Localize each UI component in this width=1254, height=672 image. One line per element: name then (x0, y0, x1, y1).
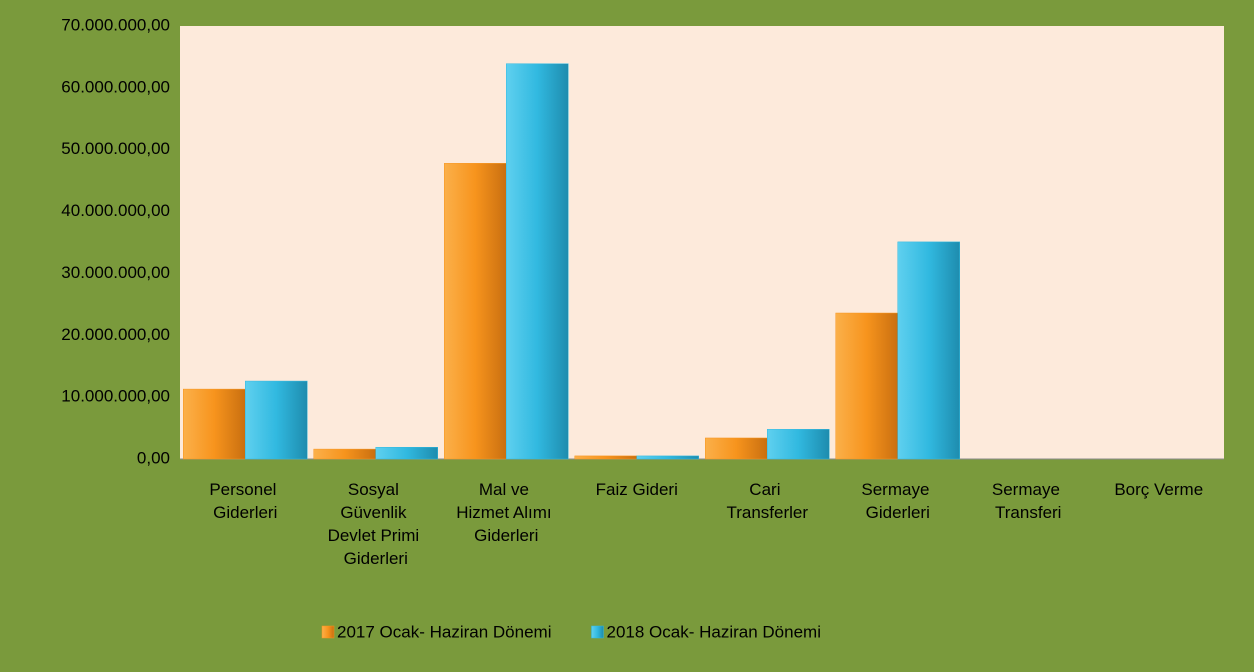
bar (375, 446, 438, 460)
bar (574, 455, 637, 460)
bar (245, 380, 308, 460)
legend-label: 2018 Ocak- Haziran Dönemi (606, 622, 820, 641)
y-tick-label: 70.000.000,00 (61, 15, 170, 34)
legend: 2017 Ocak- Haziran Dönemi 2018 Ocak- Hazi… (321, 622, 821, 641)
x-tick-label: Sosyal Güvenlik Devlet Primi Giderleri (328, 480, 424, 568)
bar (313, 448, 376, 460)
y-tick-label: 0,00 (137, 448, 170, 467)
y-tick-label: 30.000.000,00 (61, 263, 170, 282)
y-tick-label: 20.000.000,00 (61, 325, 170, 344)
bar (183, 388, 246, 460)
y-tick-label: 60.000.000,00 (61, 77, 170, 96)
y-tick-label: 40.000.000,00 (61, 201, 170, 220)
legend-swatch (591, 625, 604, 639)
bar (835, 312, 898, 460)
y-tick-label: 10.000.000,00 (61, 387, 170, 406)
bar (636, 455, 699, 460)
bar (767, 429, 830, 460)
x-tick-label: Faiz Gideri (596, 480, 678, 499)
x-tick-label: Mal ve Hizmet Alımı Giderleri (456, 480, 556, 545)
bar (897, 241, 960, 460)
plot-area (180, 26, 1224, 459)
bar (506, 63, 569, 460)
x-tick-label: Borç Verme (1114, 480, 1203, 499)
legend-swatch (321, 625, 335, 639)
x-tick-label: Cari Transferler (726, 480, 808, 522)
legend-label: 2017 Ocak- Haziran Dönemi (337, 622, 551, 641)
y-tick-label: 50.000.000,00 (61, 139, 170, 158)
x-tick-label: Sermaye Transferi (992, 480, 1065, 522)
bar (705, 437, 768, 460)
x-tick-label: Sermaye Giderleri (861, 480, 934, 522)
bar (444, 163, 507, 460)
x-tick-label: Personel Giderleri (209, 480, 281, 522)
